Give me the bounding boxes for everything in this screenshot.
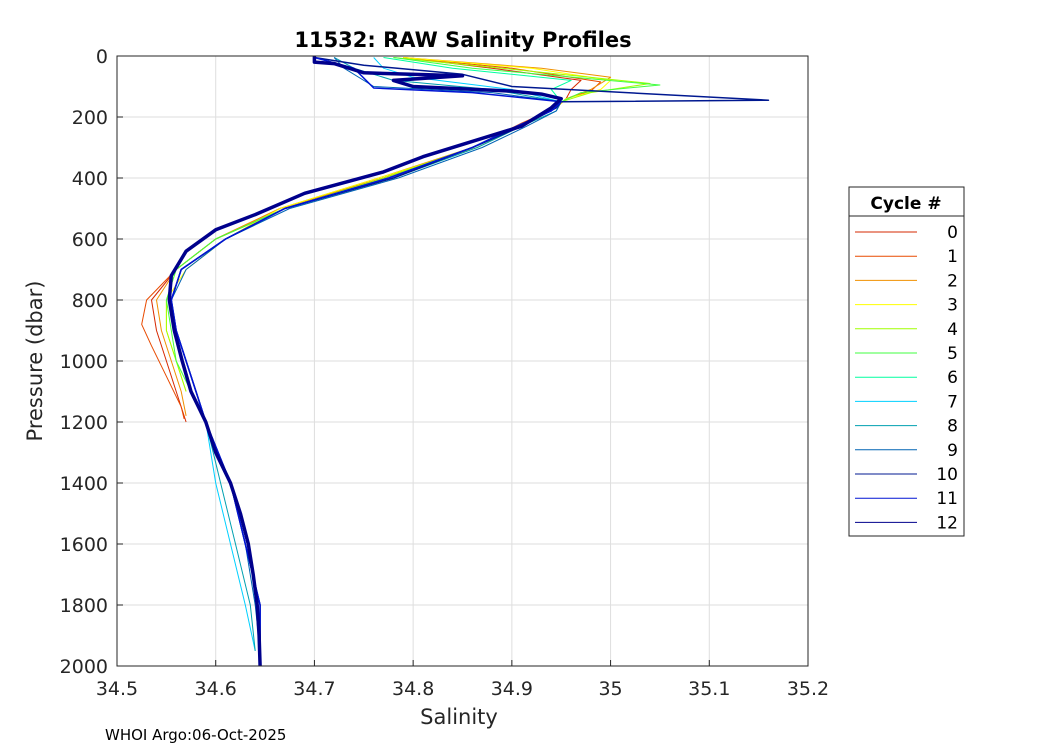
legend-box bbox=[848, 186, 965, 537]
x-tick-label: 34.9 bbox=[491, 678, 533, 700]
legend-label-cycle-1: 1 bbox=[947, 247, 958, 267]
legend-label-cycle-6: 6 bbox=[947, 368, 958, 388]
y-axis-label: Pressure (dbar) bbox=[23, 281, 47, 442]
legend-label-cycle-9: 9 bbox=[947, 441, 958, 461]
y-tick-label: 1200 bbox=[60, 412, 108, 434]
chart-title: 11532: RAW Salinity Profiles bbox=[294, 28, 631, 52]
x-tick-label: 34.7 bbox=[293, 678, 335, 700]
x-tick-label: 35.2 bbox=[787, 678, 829, 700]
x-axis-label: Salinity bbox=[420, 705, 498, 729]
legend-label-cycle-2: 2 bbox=[947, 271, 958, 291]
profile-line-cycle-1 bbox=[141, 57, 602, 420]
x-tick-label: 34.6 bbox=[195, 678, 237, 700]
legend-label-cycle-0: 0 bbox=[947, 223, 958, 243]
legend-label-cycle-5: 5 bbox=[947, 344, 958, 364]
legend-label-cycle-3: 3 bbox=[947, 296, 958, 316]
profile-line-cycle-12 bbox=[167, 56, 563, 667]
x-tick-label: 34.8 bbox=[392, 678, 434, 700]
y-tick-label: 200 bbox=[72, 107, 108, 129]
legend-label-cycle-10: 10 bbox=[936, 465, 958, 485]
legend-label-cycle-4: 4 bbox=[947, 320, 958, 340]
y-tick-label: 800 bbox=[72, 290, 108, 312]
y-axis-ticks: 0 200 400 600 800 1000 1200 1400 1600 1800 2000 bbox=[60, 46, 123, 678]
y-tick-label: 1800 bbox=[60, 595, 108, 617]
y-tick-label: 1600 bbox=[60, 534, 108, 556]
y-tick-label: 400 bbox=[72, 168, 108, 190]
legend-title: Cycle # bbox=[870, 194, 941, 214]
legend-label-cycle-7: 7 bbox=[947, 392, 958, 412]
y-tick-label: 1400 bbox=[60, 473, 108, 495]
x-tick-label: 35.1 bbox=[688, 678, 730, 700]
x-tick-label: 34.5 bbox=[96, 678, 138, 700]
legend-label-cycle-12: 12 bbox=[936, 513, 958, 533]
profile-line-cycle-4 bbox=[165, 57, 651, 392]
legend-label-cycle-11: 11 bbox=[936, 489, 958, 509]
y-tick-label: 600 bbox=[72, 229, 108, 251]
footer-credit: WHOI Argo:06-Oct-2025 bbox=[105, 726, 287, 744]
y-tick-label: 0 bbox=[96, 46, 108, 68]
legend-label-cycle-8: 8 bbox=[947, 417, 958, 437]
x-tick-label: 35 bbox=[598, 678, 622, 700]
profile-lines bbox=[141, 56, 770, 667]
x-axis-ticks: 34.5 34.6 34.7 34.8 34.9 35 35.1 35.2 bbox=[96, 660, 829, 700]
y-tick-label: 1000 bbox=[60, 351, 108, 373]
y-tick-label: 2000 bbox=[60, 656, 108, 678]
